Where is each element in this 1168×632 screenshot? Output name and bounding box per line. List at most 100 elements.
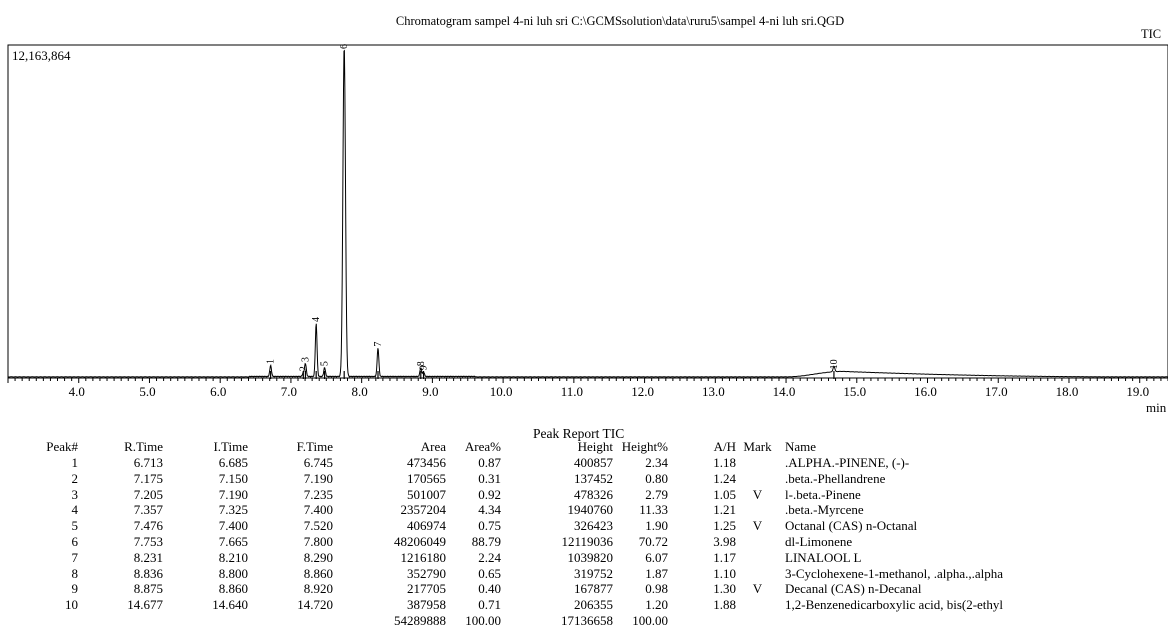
col-header-ftime: F.Time	[296, 439, 333, 455]
x-tick-label: 16.0	[914, 384, 937, 399]
cell-height: 1940760	[567, 502, 614, 518]
cell-area: 352790	[407, 565, 446, 581]
cell-ah: 1.88	[713, 597, 736, 613]
cell-area: 2357204	[400, 502, 447, 518]
cell-itime: 7.665	[218, 533, 248, 549]
x-tick-label: 9.0	[422, 384, 438, 399]
x-tick-label: 12.0	[631, 384, 654, 399]
cell-itime: 7.400	[218, 518, 248, 534]
cell-name: Octanal (CAS) n-Octanal	[785, 518, 918, 534]
cell-ah: 1.24	[713, 470, 736, 486]
cell-ah: 1.30	[713, 581, 736, 597]
cell-height: 17136658	[561, 612, 613, 628]
cell-rtime: 14.677	[127, 597, 163, 613]
col-header-ah: A/H	[713, 439, 736, 455]
cell-rtime: 8.836	[133, 565, 163, 581]
cell-ftime: 7.800	[303, 533, 333, 549]
cell-ftime: 7.520	[303, 518, 333, 534]
cell-height: 400857	[574, 455, 613, 470]
cell-ftime: 14.720	[297, 597, 333, 613]
cell-rtime: 8.875	[133, 581, 163, 597]
x-axis: 4.0 5.0 6.0 7.0 8.0 9.0 10.0 11.0 12.0 13.0 14.0 15…	[7, 378, 1168, 399]
table-row: 1 6.713 6.685 6.745 473456 0.87 400857 2.34 1.18…	[0, 455, 1068, 471]
cell-mark	[736, 597, 779, 613]
cell-peak: 8	[71, 565, 79, 581]
cell-ah: 3.98	[713, 533, 736, 549]
cell-height: 206355	[574, 597, 613, 613]
cell-area-pct: 0.31	[478, 470, 501, 486]
cell-height-pct: 70.72	[638, 533, 668, 549]
cell-ftime: 8.920	[303, 581, 333, 597]
cell-itime	[163, 613, 248, 629]
cell-area-pct: 0.92	[478, 486, 501, 502]
cell-ah: 1.18	[713, 455, 736, 470]
cell-height: 478326	[574, 486, 613, 502]
cell-ftime: 7.235	[303, 486, 333, 502]
table-row: 10 14.677 14.640 14.720 387958 0.71 206355 1.20…	[0, 597, 1068, 613]
cell-area-pct: 100.00	[465, 612, 501, 628]
peak-label: 1	[266, 359, 277, 364]
cell-height-pct: 1.87	[645, 565, 668, 581]
x-tick-label: 14.0	[773, 384, 796, 399]
cell-height: 137452	[574, 470, 613, 486]
cell-height-pct: 11.33	[639, 502, 668, 518]
cell-ftime: 8.290	[303, 549, 333, 565]
table-row: 5 7.476 7.400 7.520 406974 0.75 326423 1.90 1.25…	[0, 518, 1068, 534]
cell-peak	[0, 613, 78, 629]
cell-mark: V	[752, 486, 763, 502]
cell-area-pct: 4.34	[478, 502, 501, 518]
cell-rtime: 7.753	[133, 533, 163, 549]
table-row: 6 7.753 7.665 7.800 48206049 88.79 12119036 70.…	[0, 534, 1068, 550]
cell-ftime: 6.745	[303, 455, 333, 470]
peak-label: 7	[373, 342, 384, 347]
cell-mark	[736, 566, 779, 582]
peak-report-table: Peak# R.Time I.Time F.Time Area Area% He…	[0, 439, 1068, 629]
x-tick-label: 11.0	[561, 384, 583, 399]
table-row: 7 8.231 8.210 8.290 1216180 2.24 1039820 6.07 1.…	[0, 550, 1068, 566]
cell-peak: 7	[71, 549, 79, 565]
cell-area: 54289888	[394, 612, 446, 628]
cell-name: 3-Cyclohexene-1-methanol, .alpha.,.alpha	[785, 565, 1004, 581]
cell-area: 501007	[407, 486, 446, 502]
chromatogram-title: Chromatogram sampel 4-ni luh sri C:\GCMS…	[395, 14, 845, 28]
col-header-mark: Mark	[743, 439, 772, 455]
cell-itime: 14.640	[212, 597, 248, 613]
cell-area: 387958	[407, 597, 446, 613]
cell-height-pct: 0.80	[645, 470, 668, 486]
x-tick-label: 10.0	[490, 384, 513, 399]
cell-height-pct: 1.90	[645, 518, 668, 534]
cell-rtime: 7.357	[133, 502, 163, 518]
cell-name: dl-Limonene	[785, 533, 853, 549]
cell-height: 167877	[574, 581, 613, 597]
cell-peak: 6	[71, 533, 79, 549]
cell-area: 170565	[407, 470, 446, 486]
cell-height-pct: 2.34	[645, 455, 668, 470]
cell-itime: 8.860	[218, 581, 248, 597]
cell-height-pct: 2.79	[645, 486, 668, 502]
cell-name	[779, 613, 1068, 629]
peak-label: 6	[339, 44, 350, 49]
cell-name: .beta.-Myrcene	[785, 502, 864, 518]
cell-height: 12119036	[561, 533, 613, 549]
x-tick-label: 5.0	[139, 384, 155, 399]
peak-label: 3	[300, 357, 311, 362]
cell-ah: 1.21	[713, 502, 736, 518]
cell-rtime: 7.205	[133, 486, 163, 502]
col-header-name: Name	[785, 439, 817, 455]
peak-report-rows: 1 6.713 6.685 6.745 473456 0.87 400857 2.34 1.18…	[0, 455, 1068, 629]
cell-rtime: 6.713	[133, 455, 163, 470]
x-tick-label: 4.0	[69, 384, 85, 399]
cell-area: 473456	[407, 455, 446, 470]
x-tick-label: 6.0	[210, 384, 226, 399]
cell-area-pct: 0.71	[478, 597, 501, 613]
cell-mark	[736, 455, 779, 471]
x-tick-label: 13.0	[702, 384, 725, 399]
x-tick-label: 8.0	[352, 384, 368, 399]
x-tick-label: 19.0	[1126, 384, 1149, 399]
x-tick-label: 17.0	[985, 384, 1008, 399]
cell-area: 217705	[407, 581, 446, 597]
cell-area: 1216180	[400, 549, 447, 565]
cell-area-pct: 0.87	[478, 455, 501, 470]
col-header-area-pct: Area%	[464, 439, 501, 455]
table-row: 9 8.875 8.860 8.920 217705 0.40 167877 0.98 1.30…	[0, 581, 1068, 597]
